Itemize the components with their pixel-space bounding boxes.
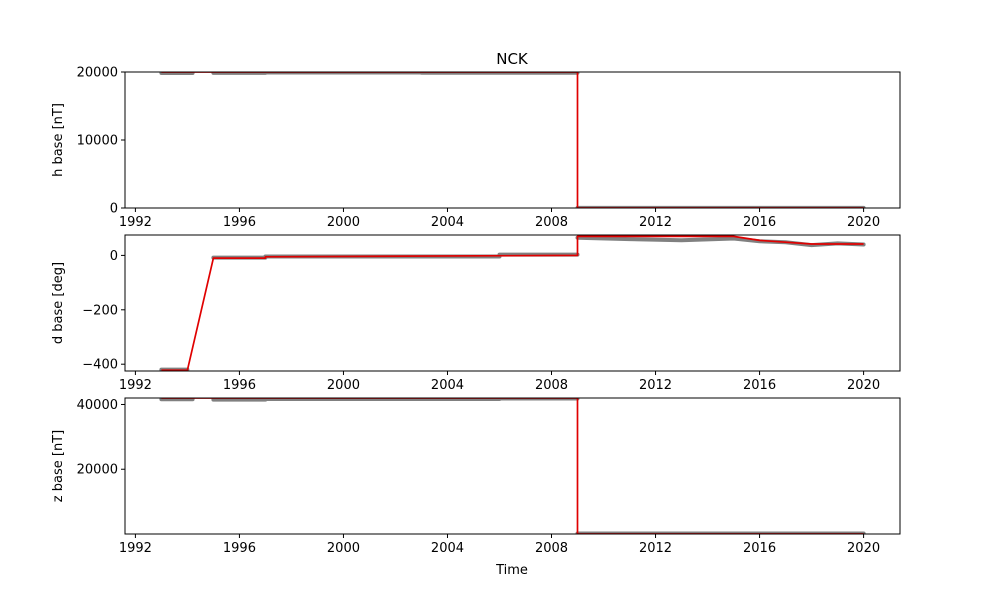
panel-h-x-tick-label: 2012 bbox=[639, 215, 672, 230]
panel-z: 1992 1996 2000 2004 2008 2012 2016 2020 20000 400… bbox=[51, 397, 901, 556]
panel-d-x-tick-label: 2016 bbox=[743, 378, 776, 393]
panel-h-x-tick-label: 2008 bbox=[535, 215, 568, 230]
panel-z-x-tick-label: 2012 bbox=[639, 541, 672, 556]
panel-z-x-tick-label: 1996 bbox=[223, 541, 256, 556]
panel-d-x-tick-label: 2012 bbox=[639, 378, 672, 393]
panel-d-frame bbox=[124, 234, 901, 372]
panel-z-y-tick-label: 40000 bbox=[77, 398, 118, 413]
panel-d-y-tick-label: 0 bbox=[110, 249, 118, 264]
panel-d-x-tick-label: 2020 bbox=[847, 378, 880, 393]
panel-z-x-tick-label: 2004 bbox=[431, 541, 464, 556]
panel-h-y-axis-label: h base [nT] bbox=[51, 103, 66, 177]
panel-d-x-tick-label: 1992 bbox=[119, 378, 152, 393]
panel-h-x-tick-label: 2000 bbox=[327, 215, 360, 230]
panel-h-x-tick-label: 2016 bbox=[743, 215, 776, 230]
panel-z-x-tick-label: 2020 bbox=[847, 541, 880, 556]
panel-d-data bbox=[159, 235, 866, 371]
x-axis-label: Time bbox=[495, 563, 528, 578]
panel-d-y-tick-label: −400 bbox=[82, 358, 118, 373]
panel-h-x-tick-label: 1992 bbox=[119, 215, 152, 230]
panel-d-x-tick-label: 2000 bbox=[327, 378, 360, 393]
panel-z-x-tick-label: 2000 bbox=[327, 541, 360, 556]
subplots: 1992 1996 2000 2004 2008 2012 2016 2020 0 10000 20… bbox=[51, 66, 901, 556]
panel-z-fit-line-0 bbox=[161, 398, 864, 534]
panel-h-x-tick-label: 1996 bbox=[223, 215, 256, 230]
panel-h: 1992 1996 2000 2004 2008 2012 2016 2020 0 10000 20… bbox=[51, 66, 901, 230]
panel-h-y-tick-label: 20000 bbox=[77, 66, 118, 81]
panel-h-y-tick-label: 10000 bbox=[77, 134, 118, 149]
panel-h-x-tick-label: 2004 bbox=[431, 215, 464, 230]
panel-z-frame bbox=[124, 397, 901, 535]
panel-d-x-tick-label: 1996 bbox=[223, 378, 256, 393]
panel-h-fit-line-0 bbox=[161, 72, 864, 208]
panel-d-x-tick-label: 2004 bbox=[431, 378, 464, 393]
chart-title: NCK bbox=[496, 50, 529, 68]
panel-d-x-tick-label: 2008 bbox=[535, 378, 568, 393]
panel-d: 1992 1996 2000 2004 2008 2012 2016 2020 −400 −200… bbox=[51, 234, 901, 393]
panel-h-x-tick-label: 2020 bbox=[847, 215, 880, 230]
panel-z-x-tick-label: 1992 bbox=[119, 541, 152, 556]
panel-h-y-tick-label: 0 bbox=[110, 202, 118, 217]
panel-z-y-tick-label: 20000 bbox=[77, 463, 118, 478]
panel-d-y-axis-label: d base [deg] bbox=[51, 262, 66, 344]
panel-z-y-axis-label: z base [nT] bbox=[51, 430, 66, 502]
panel-z-x-tick-label: 2016 bbox=[743, 541, 776, 556]
panel-d-y-tick-label: −200 bbox=[82, 303, 118, 318]
panel-d-fit-line-0 bbox=[161, 235, 864, 371]
panel-z-x-tick-label: 2008 bbox=[535, 541, 568, 556]
